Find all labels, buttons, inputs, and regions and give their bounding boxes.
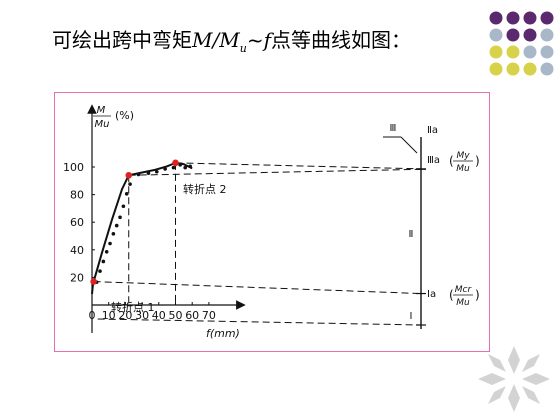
y-tick-label: 100 [63,161,84,174]
title-mu-sub: u [239,42,247,55]
x-tick-label: 60 [185,309,199,322]
decorative-dot [489,11,503,25]
measured-point [114,223,119,228]
measured-point [183,165,187,170]
measured-point [101,259,106,264]
yield-moment-ratio-numerator: My [456,151,470,161]
decorative-dot [489,62,503,76]
decorative-dot [506,28,520,42]
decorative-dot [506,62,520,76]
cracking-moment-ratio-denominator: Mu [456,298,470,308]
measured-point [128,182,132,186]
decorative-dot [523,45,537,59]
stage-label-ii: Ⅱ [409,229,414,240]
decorative-dot [523,62,537,76]
y-tick-label: 80 [70,189,84,202]
measured-point [154,169,159,174]
decorative-dot [540,11,554,25]
title-slash: / [212,28,220,52]
decorative-dot [506,45,520,59]
yield-reference-line [128,168,422,176]
decorative-dot [489,28,503,42]
measured-point [178,163,182,167]
measured-point [124,192,129,196]
stage-label-iiia: Ⅲa [427,155,440,166]
y-axis-label-numerator: M [97,105,106,116]
corner-ornament-icon [478,346,550,412]
title-mu-base: M [219,28,240,52]
stage-label-ia: Ⅰa [427,289,436,300]
turning-point-2-label: 转折点 2 [183,182,227,196]
title-suffix: 点等曲线如图： [270,28,411,52]
decorative-dot [540,45,554,59]
measured-point [136,172,141,177]
measured-point [118,215,122,220]
y-axis-label-denominator: Mu [95,119,110,130]
decorative-dot [523,11,537,25]
yield-moment-ratio-paren-open: ( [449,154,454,168]
x-tick-label: 30 [135,309,149,322]
measured-point [111,232,116,236]
stage-label-i: Ⅰ [410,311,413,322]
x-tick-label: 70 [202,309,216,322]
ultimate-reference-line [175,162,422,170]
measured-point [146,171,151,175]
stage-leader-line [400,136,418,154]
x-axis-label: f(mm) [206,327,240,340]
x-tick-label: 0 [89,309,96,322]
title-prefix: 可绘出跨中弯矩 [52,28,192,52]
x-tick-label: 40 [152,309,166,322]
yield-moment-ratio-paren-close: ) [475,154,480,168]
measured-point [163,167,167,171]
slide-title: 可绘出跨中弯矩M/Mu~f点等曲线如图： [52,24,411,55]
chart-frame: 0 10 20 30 40 50 60 70 20 40 60 80 100 f(mm) M Mu (%) 转折… [54,92,490,352]
cracking-moment-ratio-paren-open: ( [449,288,454,302]
decorative-dot-grid [489,11,554,76]
turning-point [172,159,179,167]
title-m: M [192,28,213,52]
turning-point [125,171,133,179]
x-tick-label: 10 [102,309,116,322]
turning-point [90,278,97,285]
title-tilde: ~ [246,28,264,52]
decorative-dot [523,28,537,42]
cracking-moment-ratio-numerator: Mcr [455,285,473,295]
measured-point [188,164,192,169]
measured-point [104,250,109,254]
decorative-dot [506,11,520,25]
decorative-dot [540,28,554,42]
y-tick-label: 20 [70,271,84,284]
measured-point [121,204,126,209]
cracking-reference-line [93,281,422,295]
y-axis-label-unit: (%) [115,109,134,122]
measured-point [98,269,102,273]
yield-moment-ratio-denominator: Mu [456,164,470,174]
decorative-dot [540,62,554,76]
measured-point [171,165,176,170]
measured-point [108,241,112,246]
turning-point-1-label: 转折点 1 [111,300,155,314]
stage-label-iia: Ⅱa [427,125,438,136]
x-tick-label: 20 [118,309,132,322]
cracking-moment-ratio-paren-close: ) [475,288,480,302]
y-tick-label: 40 [70,244,84,257]
y-tick-label: 60 [70,216,84,229]
title-f: f [263,28,271,52]
base-reference-line [97,318,422,326]
moment-deflection-curve [91,161,193,295]
stage-label-iii: Ⅲ [390,123,397,134]
decorative-dot [489,45,503,59]
x-tick-label: 50 [169,309,183,322]
